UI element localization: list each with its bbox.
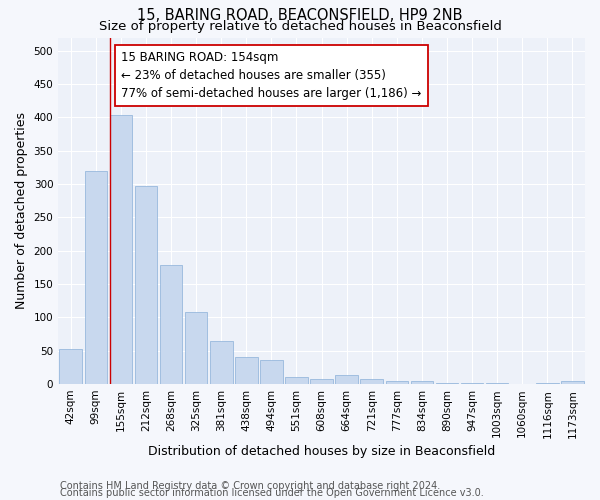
Bar [260, 360, 283, 384]
Bar [386, 380, 408, 384]
Bar [285, 378, 308, 384]
Bar [59, 348, 82, 384]
Bar [536, 382, 559, 384]
Bar [410, 382, 433, 384]
Bar [310, 380, 333, 384]
Y-axis label: Number of detached properties: Number of detached properties [15, 112, 28, 309]
Bar [85, 170, 107, 384]
Text: 15, BARING ROAD, BEACONSFIELD, HP9 2NB: 15, BARING ROAD, BEACONSFIELD, HP9 2NB [137, 8, 463, 22]
Text: 15 BARING ROAD: 154sqm
← 23% of detached houses are smaller (355)
77% of semi-de: 15 BARING ROAD: 154sqm ← 23% of detached… [121, 52, 422, 100]
Bar [561, 382, 584, 384]
Bar [335, 374, 358, 384]
Text: Contains HM Land Registry data © Crown copyright and database right 2024.: Contains HM Land Registry data © Crown c… [60, 481, 440, 491]
Bar [185, 312, 208, 384]
Bar [210, 340, 233, 384]
X-axis label: Distribution of detached houses by size in Beaconsfield: Distribution of detached houses by size … [148, 444, 495, 458]
Bar [110, 116, 132, 384]
Text: Contains public sector information licensed under the Open Government Licence v3: Contains public sector information licen… [60, 488, 484, 498]
Bar [361, 378, 383, 384]
Bar [160, 266, 182, 384]
Text: Size of property relative to detached houses in Beaconsfield: Size of property relative to detached ho… [98, 20, 502, 33]
Bar [235, 358, 257, 384]
Bar [134, 186, 157, 384]
